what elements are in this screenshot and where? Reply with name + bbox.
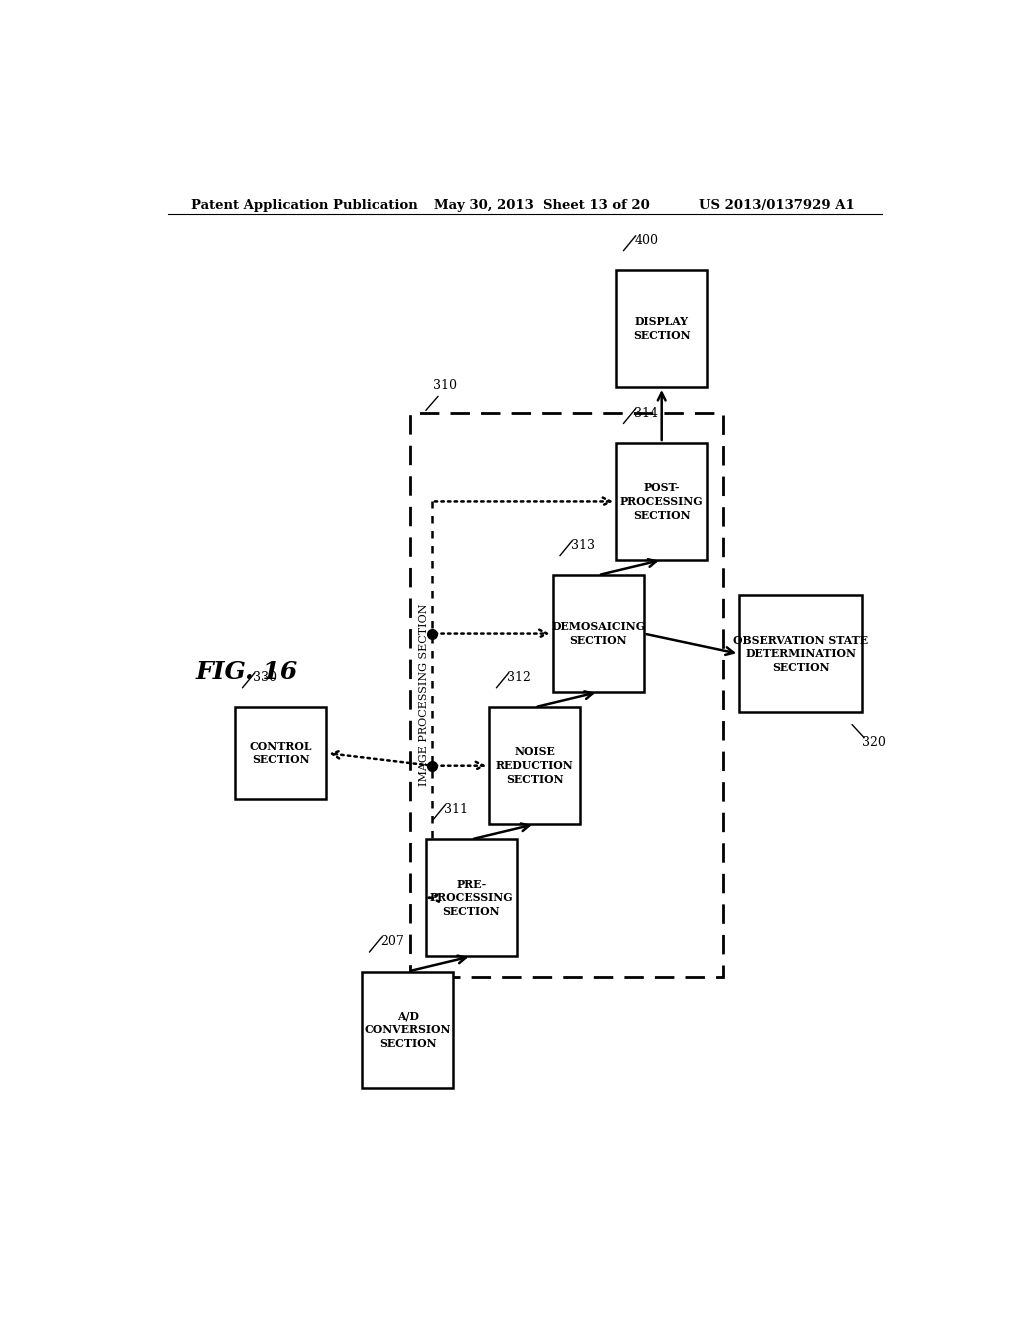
Text: NOISE
REDUCTION
SECTION: NOISE REDUCTION SECTION — [496, 747, 573, 785]
Bar — [489, 708, 581, 824]
Text: 311: 311 — [443, 803, 468, 816]
Text: 207: 207 — [380, 935, 404, 948]
Text: POST-
PROCESSING
SECTION: POST- PROCESSING SECTION — [620, 482, 703, 520]
Text: 310: 310 — [433, 379, 458, 392]
Text: IMAGE PROCESSING SECTION: IMAGE PROCESSING SECTION — [419, 603, 429, 785]
Text: US 2013/0137929 A1: US 2013/0137929 A1 — [699, 199, 855, 213]
Text: 312: 312 — [507, 671, 531, 684]
Text: PRE-
PROCESSING
SECTION: PRE- PROCESSING SECTION — [429, 879, 513, 917]
Text: DEMOSAICING
SECTION: DEMOSAICING SECTION — [551, 622, 645, 645]
Bar — [362, 972, 454, 1089]
Text: 400: 400 — [634, 234, 658, 247]
Bar — [553, 576, 644, 692]
Bar — [739, 595, 862, 713]
Text: Patent Application Publication: Patent Application Publication — [191, 199, 418, 213]
Text: CONTROL
SECTION: CONTROL SECTION — [250, 741, 312, 766]
Text: May 30, 2013  Sheet 13 of 20: May 30, 2013 Sheet 13 of 20 — [433, 199, 649, 213]
Bar — [426, 840, 517, 956]
Bar — [236, 708, 327, 799]
Text: 320: 320 — [862, 737, 886, 750]
Text: OBSERVATION STATE
DETERMINATION
SECTION: OBSERVATION STATE DETERMINATION SECTION — [733, 635, 868, 673]
Text: A/D
CONVERSION
SECTION: A/D CONVERSION SECTION — [365, 1011, 451, 1049]
Bar — [616, 271, 708, 387]
Text: 330: 330 — [253, 671, 278, 684]
Text: DISPLAY
SECTION: DISPLAY SECTION — [633, 317, 690, 341]
Text: 314: 314 — [634, 407, 658, 420]
Bar — [410, 413, 723, 977]
Text: FIG. 16: FIG. 16 — [196, 660, 298, 684]
Text: 313: 313 — [570, 539, 595, 552]
Bar — [616, 444, 708, 560]
